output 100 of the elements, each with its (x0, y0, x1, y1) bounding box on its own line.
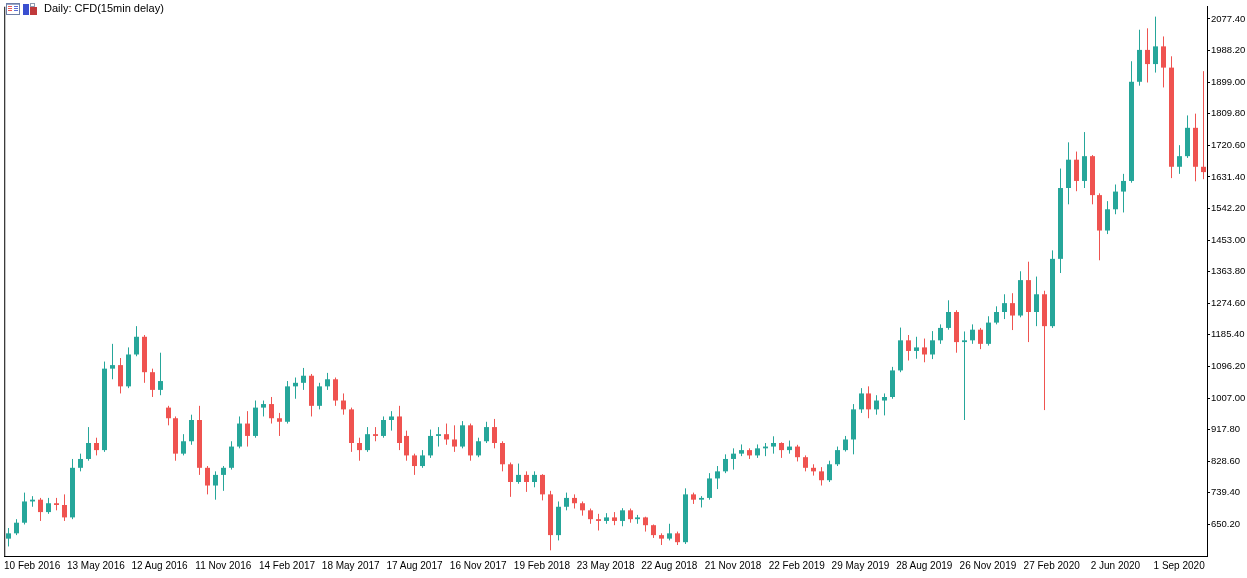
candlestick (86, 426, 91, 462)
candlestick (150, 368, 155, 398)
x-tick-label: 10 Feb 2016 (4, 559, 61, 571)
candlestick (962, 330, 967, 421)
x-tick-label: 1 Sep 2020 (1153, 559, 1206, 571)
x-tick-label: 16 Nov 2017 (449, 559, 507, 571)
candlestick (914, 336, 919, 360)
candlestick (134, 325, 139, 357)
chart-title: Daily: CFD(15min delay) (44, 2, 164, 15)
y-tick-label: 1631.40 (1211, 170, 1246, 182)
candlestick (181, 433, 186, 456)
candlestick (452, 424, 457, 453)
candlestick (62, 493, 67, 522)
candlestick (540, 473, 545, 501)
candlestick (460, 420, 465, 449)
y-tick-label: 1988.20 (1211, 44, 1246, 56)
candlestick (1177, 144, 1182, 175)
candlestick (1121, 173, 1126, 213)
candlestick (978, 327, 983, 350)
candlestick (835, 446, 840, 467)
candlestick (269, 396, 274, 425)
x-tick-label: 23 May 2018 (576, 559, 635, 571)
candlestick (508, 462, 513, 498)
y-tick-label: 1363.80 (1211, 265, 1246, 277)
candlestick (229, 440, 234, 471)
candlestick (476, 437, 481, 458)
candlestick (946, 299, 951, 331)
candlestick (205, 465, 210, 495)
candlestick (245, 410, 250, 448)
candlestick (1105, 200, 1110, 235)
x-tick-label: 26 Nov 2019 (959, 559, 1017, 571)
candlestick (436, 426, 441, 448)
y-tick-label: 1899.00 (1211, 75, 1246, 87)
x-tick-label: 22 Aug 2018 (641, 559, 698, 571)
candlestick (827, 460, 832, 483)
candlestick (516, 463, 521, 485)
x-tick-label: 17 Aug 2017 (386, 559, 443, 571)
candlestick (715, 465, 720, 490)
candlestick (1010, 292, 1015, 331)
candlestick (444, 423, 449, 446)
candlestick (277, 412, 282, 437)
candlestick (1002, 293, 1007, 320)
candlestick (404, 430, 409, 462)
x-tick-label: 2 Jun 2020 (1090, 559, 1141, 571)
candlestick (389, 410, 394, 432)
candlestick (906, 334, 911, 361)
candlestick (1201, 70, 1206, 180)
candlestick (994, 305, 999, 325)
x-tick-label: 18 May 2017 (321, 559, 381, 571)
y-tick-label: 828.60 (1211, 454, 1241, 466)
candlestick (237, 415, 242, 449)
candlestick (859, 387, 864, 414)
candlestick (620, 507, 625, 527)
candlestick (189, 414, 194, 446)
x-tick-label: 28 Aug 2019 (896, 559, 953, 571)
candlestick (1161, 35, 1166, 88)
candlestick (381, 415, 386, 439)
candlestick (357, 437, 362, 462)
candlestick (723, 453, 728, 474)
y-tick-label: 1809.80 (1211, 107, 1246, 119)
x-tick-label: 12 Aug 2016 (131, 559, 189, 571)
y-tick-label: 650.20 (1211, 518, 1241, 530)
y-tick-label: 1453.00 (1211, 233, 1246, 245)
candlestick (500, 440, 505, 472)
candlestick (110, 343, 115, 380)
candlestick (6, 527, 11, 547)
candlestick (524, 470, 529, 493)
y-tick-label: 739.40 (1211, 486, 1241, 498)
candlestick (118, 357, 123, 394)
candlestick (986, 315, 991, 347)
candlestick (874, 394, 879, 416)
candlestick (922, 338, 927, 363)
y-tick-label: 1274.60 (1211, 296, 1246, 308)
y-tick-label: 1007.00 (1211, 391, 1246, 403)
candlestick (707, 472, 712, 501)
candlestick (221, 465, 226, 492)
candlestick (1153, 16, 1158, 74)
x-tick-label: 19 Feb 2018 (513, 559, 571, 571)
x-tick-label: 21 Nov 2018 (704, 559, 762, 571)
candlestick (333, 377, 338, 407)
candlestick (158, 352, 163, 396)
y-tick-label: 2077.40 (1211, 12, 1246, 24)
candlestick (213, 470, 218, 501)
y-tick-label: 1096.20 (1211, 360, 1246, 372)
candlestick (166, 405, 171, 426)
x-tick-label: 11 Nov 2016 (195, 559, 252, 571)
candlestick (938, 323, 943, 345)
candlestick (301, 367, 306, 391)
candlestick (365, 426, 370, 453)
x-tick-label: 22 Feb 2019 (768, 559, 826, 571)
x-tick-label: 29 May 2019 (831, 559, 890, 571)
candlestick (1113, 183, 1118, 215)
candlestick (38, 497, 43, 522)
candlestick (882, 392, 887, 416)
candlestick (731, 447, 736, 471)
candlestick (1074, 151, 1079, 192)
candlestick (492, 418, 497, 449)
candlestick (1034, 276, 1039, 327)
x-tick-label: 14 Feb 2017 (258, 559, 316, 571)
candlestick (484, 421, 489, 444)
